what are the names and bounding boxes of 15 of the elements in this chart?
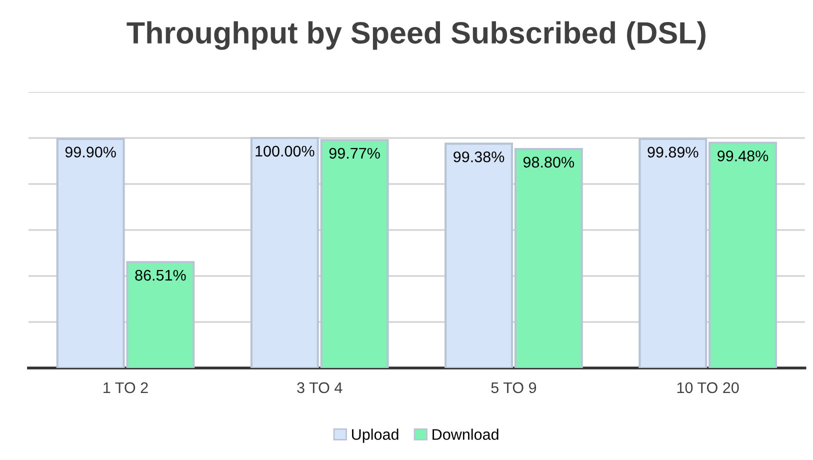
data-label: 99.38% [454,151,504,162]
x-tick-label: 1 TO 2 [104,382,148,394]
x-tick-label: 10 TO 20 [677,382,739,394]
legend-label: Download [432,428,498,440]
x-tick-label: 5 TO 9 [491,382,536,394]
legend-label: Upload [352,428,398,443]
data-label: 99.90% [65,146,116,158]
data-label: 100.00% [256,146,314,157]
data-label: 99.77% [329,148,380,159]
chart-title: Throughput by Speed Subscribed (DSL) [126,21,706,50]
data-label: 86.51% [135,270,186,281]
x-tick-label: 3 TO 4 [297,382,342,394]
data-label: 98.80% [523,156,574,168]
data-label: 99.48% [718,150,768,162]
data-label: 99.89% [648,146,698,158]
